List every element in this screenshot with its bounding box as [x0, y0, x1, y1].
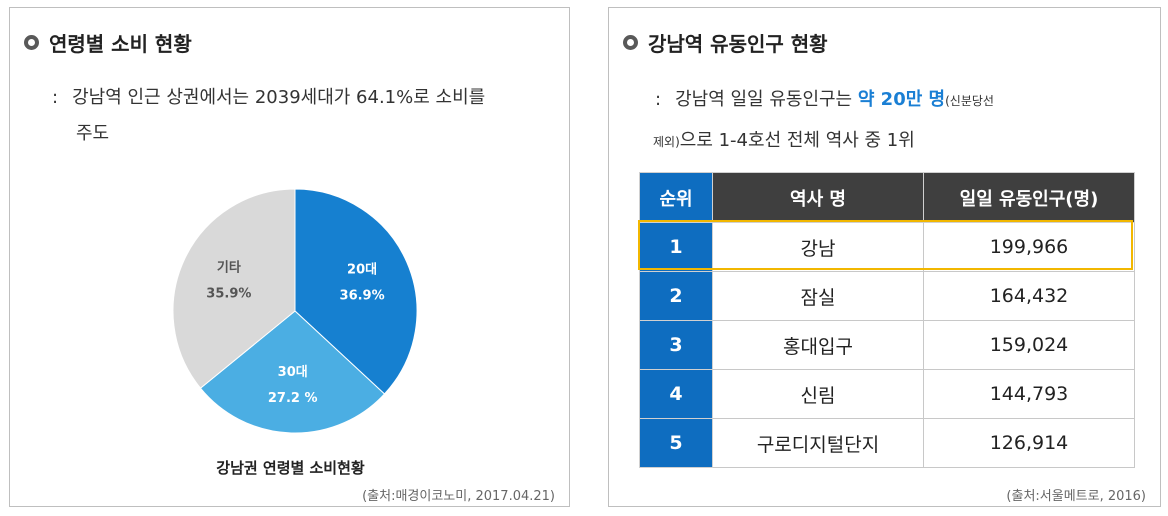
left-description: : 강남역 인근 상권에서는 2039세대가 64.1%로 소비를 주도 [52, 80, 485, 152]
station-cell: 홍대입구 [712, 320, 924, 370]
rank-cell: 5 [639, 418, 713, 468]
desc-colon: : [655, 89, 662, 110]
pie-slice [294, 188, 418, 395]
station-cell: 잠실 [712, 271, 924, 321]
rank-cell: 4 [639, 369, 713, 419]
slice-label: 기타 [217, 260, 241, 276]
desc-highlight: 약 20만 명 [857, 89, 946, 110]
slice-value-label: 27.2 % [268, 391, 318, 406]
desc-post: 으로 1-4호선 전체 역사 중 1위 [679, 130, 915, 151]
left-title-row: 연령별 소비 현황 [24, 28, 192, 56]
ring-bullet-icon [24, 34, 39, 50]
slice-value-label: 35.9% [206, 287, 251, 302]
desc-line1: 강남역 인근 상권에서는 2039세대가 64.1%로 소비를 [72, 87, 486, 108]
count-cell: 144,793 [923, 369, 1135, 419]
header-rank: 순위 [639, 172, 713, 223]
desc-line2: 주도 [76, 123, 110, 144]
desc-small-b: 제외) [653, 135, 680, 149]
right-description: : 강남역 일일 유동인구는 약 20만 명(신분당선 제외)으로 1-4호선 전… [653, 80, 994, 162]
ring-bullet-icon [623, 34, 638, 50]
table-row: 4 신림 144,793 [639, 369, 1135, 419]
left-panel: 연령별 소비 현황 : 강남역 인근 상권에서는 2039세대가 64.1%로 소… [9, 7, 570, 507]
left-title: 연령별 소비 현황 [49, 31, 192, 56]
table-row: 2 잠실 164,432 [639, 271, 1135, 321]
right-panel: 강남역 유동인구 현황 : 강남역 일일 유동인구는 약 20만 명(신분당선 제… [608, 7, 1161, 507]
station-cell: 신림 [712, 369, 924, 419]
count-cell: 164,432 [923, 271, 1135, 321]
ranking-table: 순위 역사 명 일일 유동인구(명) 1 강남 199,966 2 잠실 164,432 3… [639, 172, 1135, 468]
desc-small-a: (신분당선 [945, 94, 994, 108]
slice-label: 20대 [347, 263, 377, 278]
header-count: 일일 유동인구(명) [923, 172, 1135, 223]
table-row: 3 홍대입구 159,024 [639, 320, 1135, 370]
rank-cell: 3 [639, 320, 713, 370]
right-source: (출처:서울메트로, 2016) [1006, 489, 1146, 504]
slice-value-label: 36.9% [340, 289, 385, 304]
right-title-row: 강남역 유동인구 현황 [623, 28, 828, 56]
pie-slice [172, 188, 296, 389]
count-cell: 126,914 [923, 418, 1135, 468]
table-row: 1 강남 199,966 [639, 222, 1135, 272]
count-cell: 199,966 [923, 222, 1135, 272]
pie-slice [199, 310, 386, 434]
station-cell: 강남 [712, 222, 924, 272]
chart-caption: 강남권 연령별 소비현황 [216, 459, 365, 477]
desc-colon: : [52, 87, 59, 108]
count-cell: 159,024 [923, 320, 1135, 370]
header-station: 역사 명 [712, 172, 924, 223]
table-header-row: 순위 역사 명 일일 유동인구(명) [639, 172, 1135, 223]
right-title: 강남역 유동인구 현황 [648, 31, 828, 56]
desc-pre: 강남역 일일 유동인구는 [675, 89, 858, 110]
rank-cell: 1 [639, 222, 713, 272]
table-row: 5 구로디지털단지 126,914 [639, 418, 1135, 468]
station-cell: 구로디지털단지 [712, 418, 924, 468]
slice-label: 30대 [278, 365, 308, 380]
left-source: (출처:매경이코노미, 2017.04.21) [362, 489, 555, 504]
pie-chart: 20대 36.9% 30대 27.2 % 기타 35.9% [172, 188, 418, 434]
rank-cell: 2 [639, 271, 713, 321]
